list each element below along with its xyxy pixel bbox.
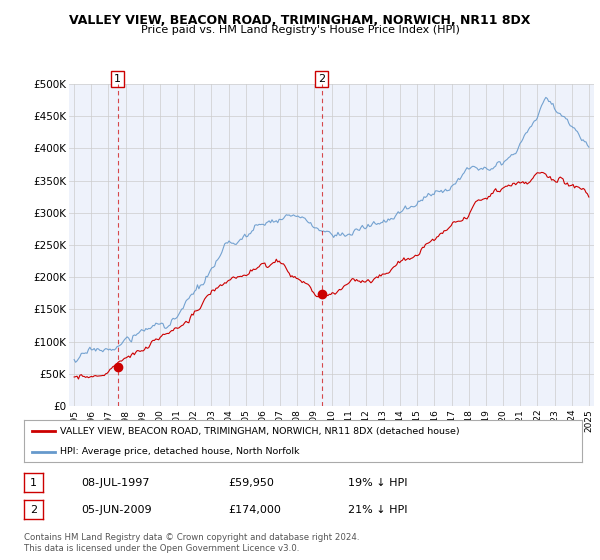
- Text: 1: 1: [114, 74, 121, 84]
- Text: 2: 2: [318, 74, 325, 84]
- Text: 2: 2: [30, 505, 37, 515]
- Text: 08-JUL-1997: 08-JUL-1997: [81, 478, 149, 488]
- Text: 21% ↓ HPI: 21% ↓ HPI: [348, 505, 407, 515]
- Text: Contains HM Land Registry data © Crown copyright and database right 2024.
This d: Contains HM Land Registry data © Crown c…: [24, 533, 359, 553]
- Text: £59,950: £59,950: [228, 478, 274, 488]
- Text: Price paid vs. HM Land Registry's House Price Index (HPI): Price paid vs. HM Land Registry's House …: [140, 25, 460, 35]
- Text: £174,000: £174,000: [228, 505, 281, 515]
- Text: 05-JUN-2009: 05-JUN-2009: [81, 505, 152, 515]
- Text: HPI: Average price, detached house, North Norfolk: HPI: Average price, detached house, Nort…: [60, 447, 300, 456]
- Text: VALLEY VIEW, BEACON ROAD, TRIMINGHAM, NORWICH, NR11 8DX (detached house): VALLEY VIEW, BEACON ROAD, TRIMINGHAM, NO…: [60, 427, 460, 436]
- Text: VALLEY VIEW, BEACON ROAD, TRIMINGHAM, NORWICH, NR11 8DX: VALLEY VIEW, BEACON ROAD, TRIMINGHAM, NO…: [70, 14, 530, 27]
- Text: 1: 1: [30, 478, 37, 488]
- Text: 19% ↓ HPI: 19% ↓ HPI: [348, 478, 407, 488]
